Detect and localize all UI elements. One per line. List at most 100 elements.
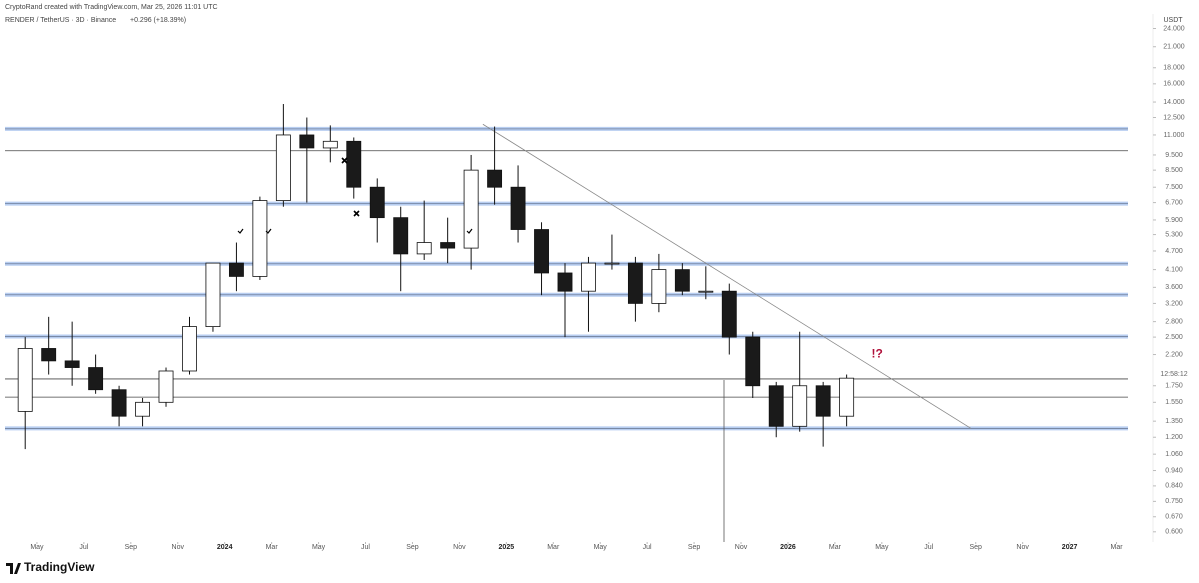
y-tick-label: 1.750 (1165, 383, 1183, 390)
candle-body (698, 290, 714, 293)
y-tick-label: 2.500 (1165, 334, 1183, 341)
x-tick-label: 2027 (1062, 544, 1078, 551)
y-tick-label: 5.300 (1165, 231, 1183, 238)
x-tick-label: Mar (1110, 544, 1123, 551)
credit: CryptoRand created with TradingView.com,… (5, 4, 218, 11)
candle-body (557, 272, 573, 292)
candle-body (88, 367, 104, 391)
candle-body (651, 269, 667, 304)
y-tick-label: 0.670 (1165, 514, 1183, 521)
candle-body (252, 200, 268, 277)
check-icon (237, 228, 244, 234)
candle-body (463, 169, 479, 249)
x-tick-label: Mar (547, 544, 560, 551)
y-tick-label: 4.700 (1165, 248, 1183, 255)
symbol-title: RENDER / TetherUS · 3D · Binance (5, 17, 116, 24)
y-tick-label: 7.500 (1165, 184, 1183, 191)
candle-body (487, 169, 503, 188)
candle-body (182, 326, 197, 372)
x-tick-label: Mar (266, 544, 279, 551)
candle-body (135, 401, 150, 417)
candle-body (510, 186, 526, 230)
y-tick-label: 8.500 (1165, 167, 1183, 174)
x-tick-label: 2024 (217, 544, 233, 551)
y-tick-label: 11.000 (1164, 132, 1185, 139)
y-tick-label: 6.700 (1165, 199, 1183, 206)
candle-body (792, 385, 808, 427)
candle-body (393, 217, 409, 255)
x-icon (341, 157, 348, 164)
check-icon (466, 228, 473, 234)
plot-area (5, 104, 1128, 450)
x-tick-label: Nov (172, 544, 185, 551)
y-tick-label: 1.200 (1165, 434, 1183, 441)
x-tick-label: Jul (924, 544, 933, 551)
candle-body (322, 140, 338, 149)
candle-body (111, 389, 127, 417)
candle-body (299, 134, 315, 149)
logo-mark (6, 563, 21, 574)
y-tick-label: 14.000 (1163, 99, 1185, 106)
candle-body (64, 360, 80, 368)
candle-body (346, 140, 362, 188)
x-tick-label: Sep (125, 544, 138, 551)
candle-body (674, 269, 690, 292)
x-tick-label: Nov (1016, 544, 1029, 551)
x-tick-label: Jul (643, 544, 652, 551)
y-tick-label: 0.600 (1165, 529, 1183, 536)
y-tick-label: 4.100 (1165, 266, 1183, 273)
countdown: 12:58:12 (1160, 371, 1187, 378)
candle-body (627, 262, 643, 304)
x-tick-label: 2025 (499, 544, 515, 551)
candle-body (745, 336, 761, 387)
candle-body (768, 385, 784, 427)
candle-body (416, 242, 432, 255)
y-tick-label: 24.000 (1163, 25, 1185, 32)
x-tick-label: 2026 (780, 544, 796, 551)
x-tick-label: Nov (453, 544, 466, 551)
x-tick-label: Sep (969, 544, 982, 551)
trendline (482, 123, 972, 429)
drawing-icons (237, 157, 473, 234)
candle-body (440, 242, 456, 249)
candle-body (17, 348, 33, 412)
y-tick-label: 3.600 (1165, 284, 1183, 291)
change: +0.296 (+18.39%) (130, 17, 186, 24)
candle-body (815, 385, 831, 417)
x-tick-label: May (30, 544, 44, 551)
annotation: !? (871, 347, 882, 361)
x-tick-label: Mar (829, 544, 842, 551)
x-tick-label: Nov (735, 544, 748, 551)
x-tick-label: May (312, 544, 326, 551)
y-tick-label: 2.800 (1165, 318, 1183, 325)
candle-body (228, 262, 244, 277)
brand-logo: TradingView (6, 560, 95, 574)
x-tick-label: Jul (79, 544, 88, 551)
candle-body (369, 186, 385, 219)
x-tick-label: May (594, 544, 608, 551)
y-tick-label: 18.000 (1163, 65, 1185, 72)
x-tick-label: Sep (688, 544, 701, 551)
y-tick-label: 5.900 (1165, 217, 1183, 224)
candle-body (275, 134, 291, 201)
x-tick-label: Jul (361, 544, 370, 551)
candle-body (41, 348, 57, 362)
y-tick-label: 16.000 (1163, 81, 1185, 88)
y-tick-label: 9.500 (1165, 152, 1183, 159)
candle-body (721, 290, 737, 338)
y-tick-label: 1.550 (1165, 399, 1183, 406)
candle-body (581, 262, 596, 292)
candle-body (839, 377, 855, 417)
x-tick-label: May (875, 544, 889, 551)
y-tick-label: 0.940 (1165, 467, 1183, 474)
candle-body (205, 262, 221, 327)
candle-body (604, 262, 620, 265)
check-icon (265, 228, 272, 234)
x-tick-label: Sep (406, 544, 419, 551)
brand-name: TradingView (24, 560, 95, 574)
y-tick-label: 3.200 (1165, 300, 1183, 307)
y-tick-label: 0.840 (1165, 483, 1183, 490)
candle-body (534, 229, 549, 274)
